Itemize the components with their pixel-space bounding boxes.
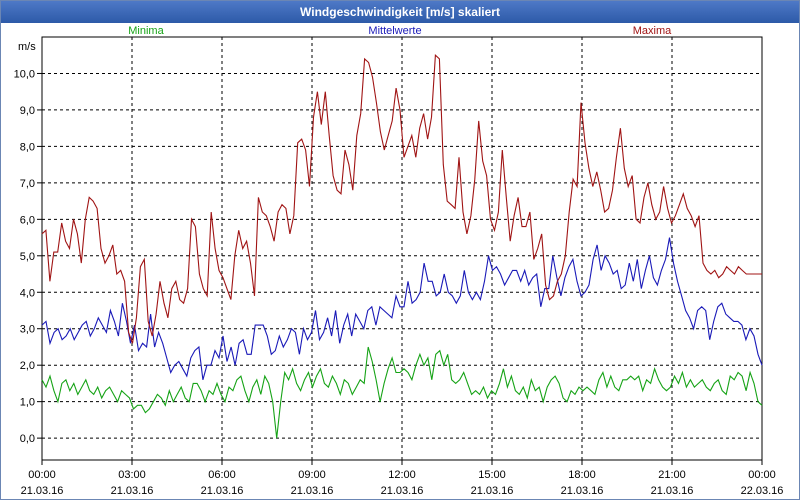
series-line-minima bbox=[41, 346, 763, 439]
x-tick-date: 21.03.16 bbox=[291, 485, 334, 497]
y-tick-label: 6,0 bbox=[20, 214, 35, 226]
x-axis-ticks: 00:00 21.03.16 03:00 21.03.16 06:00 21.03.16 0… bbox=[21, 460, 784, 497]
y-tick-label: 1,0 bbox=[20, 397, 35, 409]
x-tick-time: 03:00 bbox=[118, 469, 146, 481]
y-tick-label: 10,0 bbox=[14, 68, 35, 80]
y-tick-label: 4,0 bbox=[20, 287, 35, 299]
data-series bbox=[41, 54, 763, 439]
x-tick-time: 15:00 bbox=[478, 469, 506, 481]
legend-item-mittelwerte: Mittelwerte bbox=[368, 25, 421, 37]
x-tick-date: 21.03.16 bbox=[561, 485, 604, 497]
x-tick-date: 21.03.16 bbox=[201, 485, 244, 497]
legend-item-maxima: Maxima bbox=[633, 25, 672, 37]
grid-lines bbox=[42, 37, 762, 460]
series-line-mittelwerte bbox=[41, 237, 763, 380]
x-tick-date: 21.03.16 bbox=[651, 485, 694, 497]
y-tick-label: 2,0 bbox=[20, 360, 35, 372]
y-axis-ticks: 0,0 1,0 2,0 3,0 4,0 5,0 6,0 7,0 8,0 9,0 10,0 bbox=[14, 68, 42, 445]
x-tick-time: 18:00 bbox=[568, 469, 596, 481]
x-tick-time: 09:00 bbox=[298, 469, 326, 481]
y-tick-label: 0,0 bbox=[20, 433, 35, 445]
x-tick-date: 21.03.16 bbox=[111, 485, 154, 497]
x-tick-date: 21.03.16 bbox=[471, 485, 514, 497]
x-tick-time: 12:00 bbox=[388, 469, 416, 481]
x-tick-date: 22.03.16 bbox=[741, 485, 784, 497]
legend: Minima Mittelwerte Maxima bbox=[128, 25, 672, 37]
chart-title: Windgeschwindigkeit [m/s] skaliert bbox=[1, 1, 799, 23]
x-tick-time: 06:00 bbox=[208, 469, 236, 481]
x-tick-date: 21.03.16 bbox=[21, 485, 64, 497]
series-line-maxima bbox=[41, 54, 762, 344]
y-tick-label: 9,0 bbox=[20, 105, 35, 117]
x-tick-time: 21:00 bbox=[658, 469, 686, 481]
x-tick-date: 21.03.16 bbox=[381, 485, 424, 497]
y-tick-label: 3,0 bbox=[20, 324, 35, 336]
legend-item-minima: Minima bbox=[128, 25, 164, 37]
y-axis-label: m/s bbox=[18, 41, 36, 53]
y-tick-label: 5,0 bbox=[20, 251, 35, 263]
x-tick-time: 00:00 bbox=[28, 469, 56, 481]
y-tick-label: 8,0 bbox=[20, 141, 35, 153]
x-tick-time: 00:00 bbox=[748, 469, 776, 481]
y-tick-label: 7,0 bbox=[20, 178, 35, 190]
